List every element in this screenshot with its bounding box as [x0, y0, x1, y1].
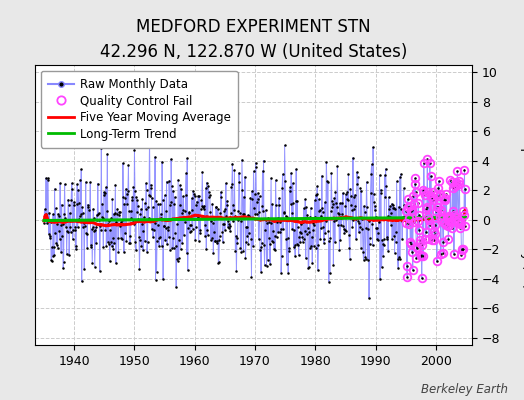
Legend: Raw Monthly Data, Quality Control Fail, Five Year Moving Average, Long-Term Tren: Raw Monthly Data, Quality Control Fail, … [41, 71, 238, 148]
Text: Berkeley Earth: Berkeley Earth [421, 383, 508, 396]
Y-axis label: Temperature Anomaly (°C): Temperature Anomaly (°C) [520, 122, 524, 288]
Title: MEDFORD EXPERIMENT STN
42.296 N, 122.870 W (United States): MEDFORD EXPERIMENT STN 42.296 N, 122.870… [100, 18, 407, 61]
